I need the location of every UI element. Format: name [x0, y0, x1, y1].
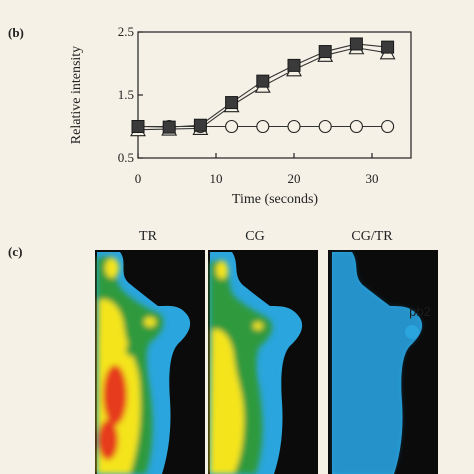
square-marker [318, 45, 332, 59]
relative-intensity-chart: 0 10 20 30 0.5 1.5 2.5 Time (seconds) Relative… [69, 24, 412, 207]
circle-marker [256, 119, 270, 134]
tick-labels: 0 10 20 30 0.5 1.5 2.5 [118, 24, 379, 186]
plot-frame [137, 31, 412, 159]
square-marker [162, 120, 176, 134]
square-marker [256, 74, 270, 88]
y-tick-label: 2.5 [118, 24, 134, 39]
y-tick-label: 1.5 [118, 87, 134, 102]
square-marker [349, 37, 363, 51]
circle-marker [225, 119, 239, 134]
x-tick-label: 30 [366, 171, 379, 186]
image-title-cg: CG [245, 229, 264, 244]
panel-b-label: (b) [8, 25, 24, 40]
axis-ticks [137, 31, 373, 159]
pb2-annotation: pb2 [409, 304, 431, 319]
square-marker [193, 118, 207, 132]
x-axis-label: Time (seconds) [232, 192, 319, 207]
x-tick-label: 0 [135, 171, 142, 186]
cg-image [208, 250, 318, 474]
cg-tr-ratio-image [328, 250, 438, 474]
square-marker [131, 120, 145, 133]
x-tick-label: 20 [288, 171, 301, 186]
tr-image [95, 250, 205, 474]
square-marker [287, 58, 301, 72]
circle-marker [381, 119, 395, 134]
circle-marker [349, 119, 363, 134]
circle-marker [318, 119, 332, 134]
circle-marker [287, 119, 301, 134]
y-axis-label: Relative intensity [69, 46, 84, 144]
x-tick-label: 10 [210, 171, 223, 186]
square-marker [225, 96, 239, 110]
image-title-tr: TR [139, 229, 158, 244]
square-marker [381, 40, 395, 54]
panel-c-label: (c) [8, 244, 22, 259]
series-group [130, 37, 396, 137]
image-title-cg-tr: CG/TR [351, 229, 393, 244]
y-tick-label: 0.5 [118, 150, 134, 165]
